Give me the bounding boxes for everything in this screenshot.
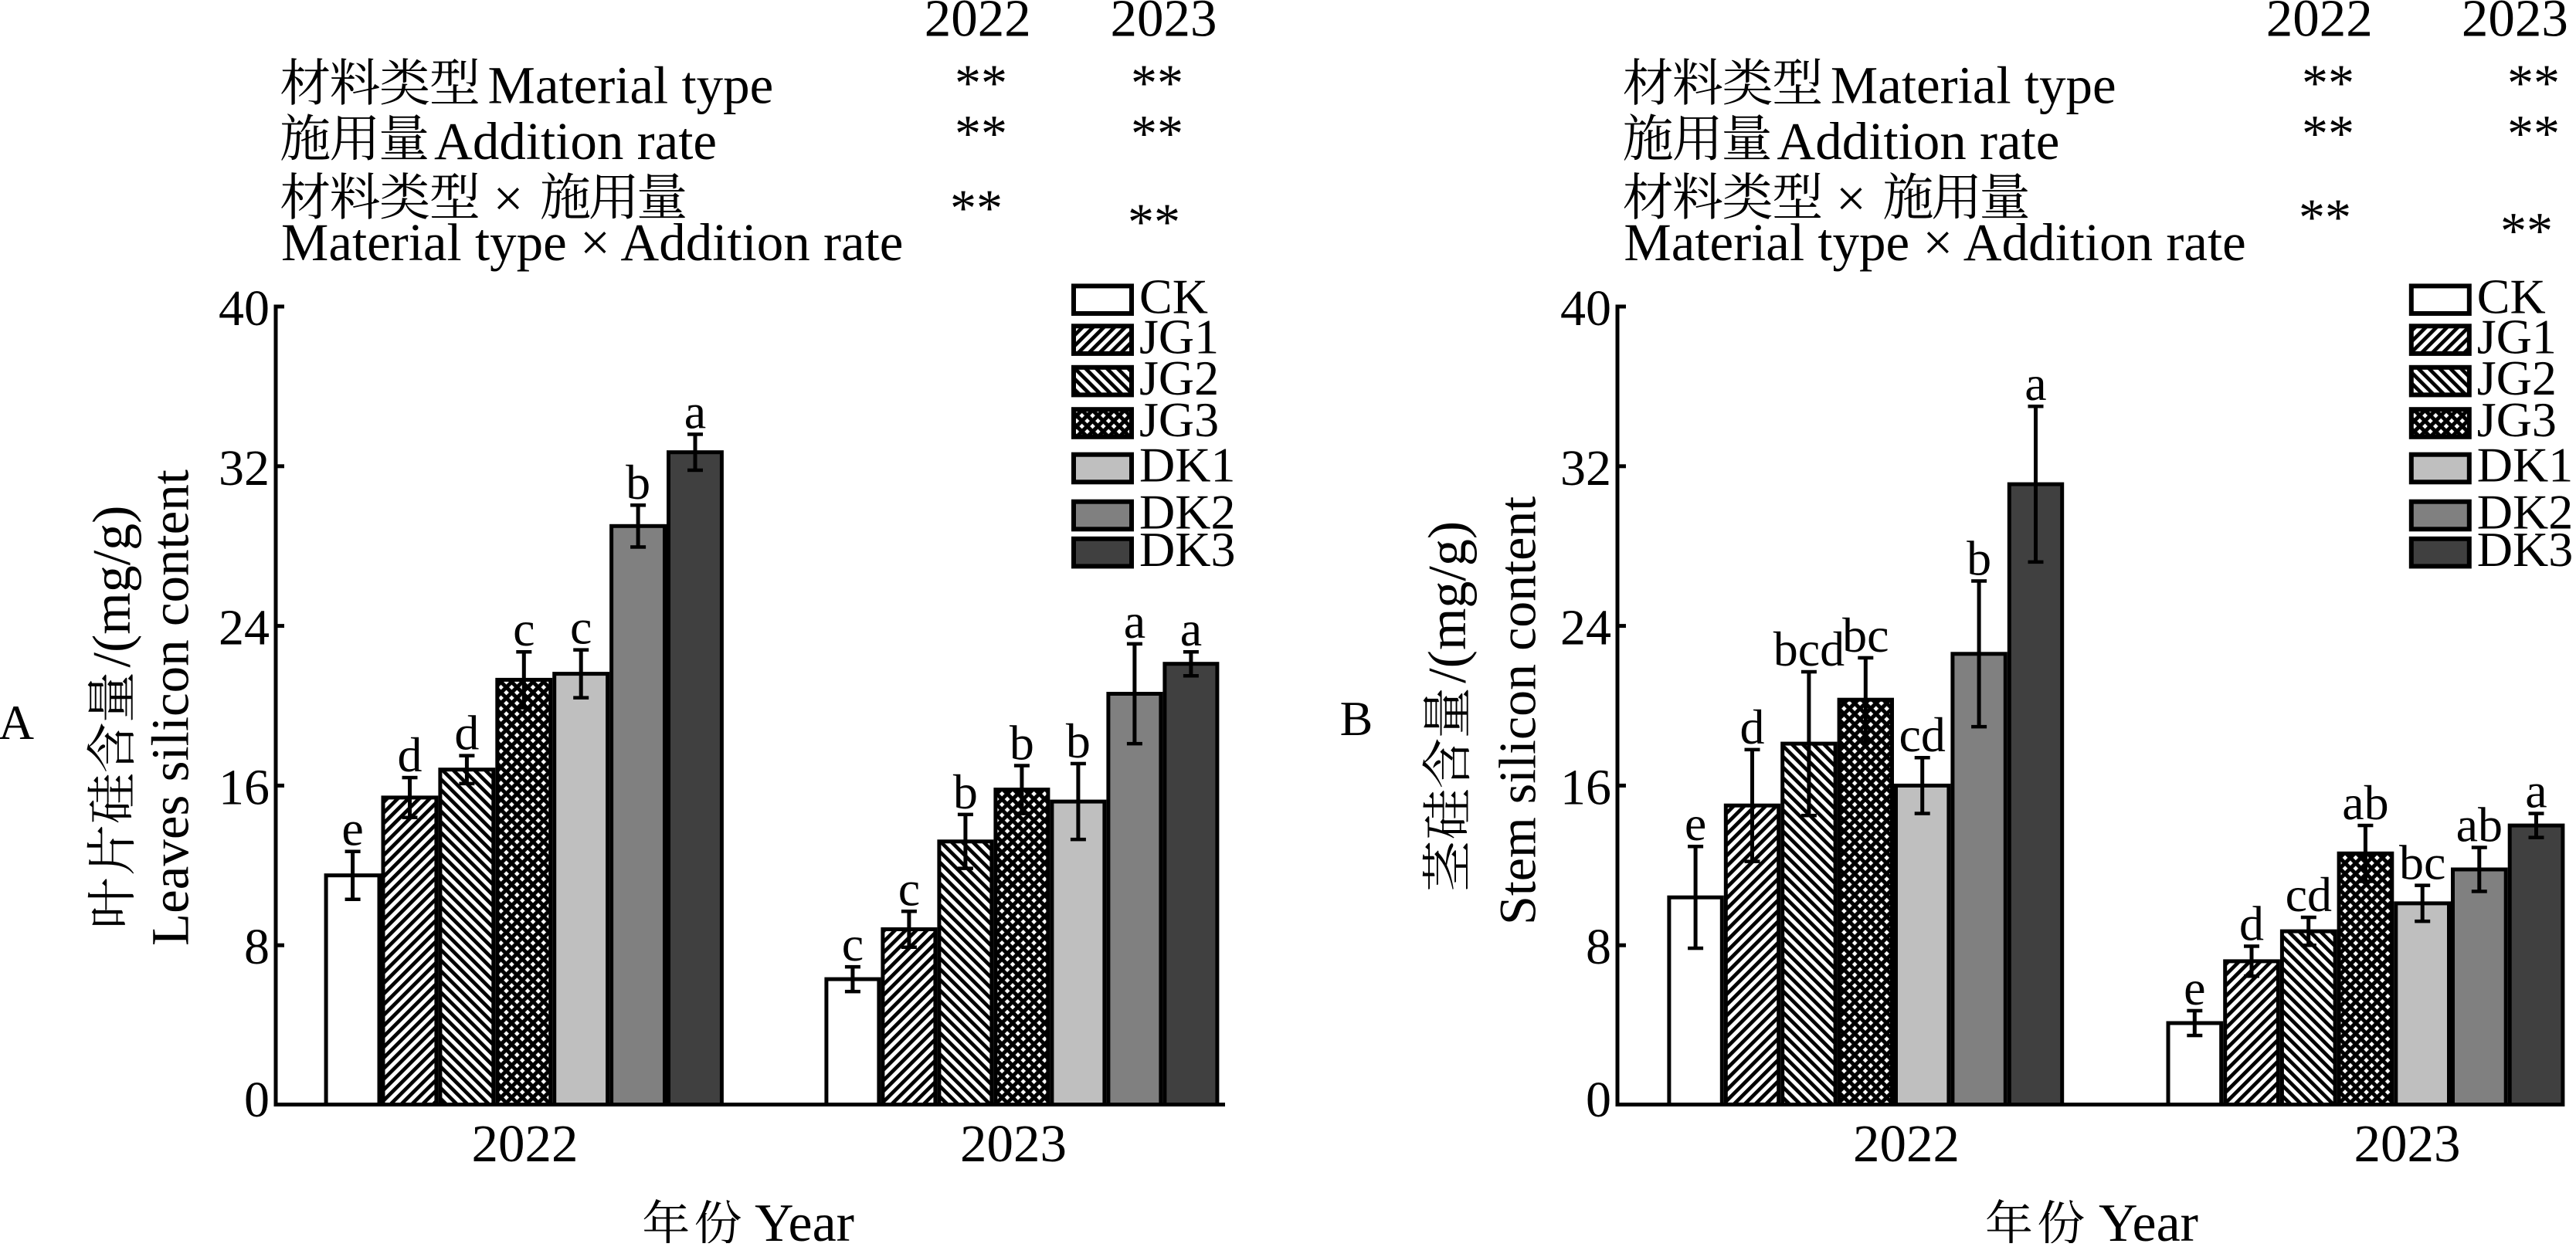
svg-text:**: ** [2302, 104, 2354, 163]
svg-text:a: a [684, 384, 706, 439]
svg-text:2023: 2023 [2354, 1114, 2461, 1173]
svg-text:e: e [1685, 796, 1706, 851]
svg-text:cd: cd [1899, 707, 1945, 762]
svg-text:Leaves silicon content: Leaves silicon content [141, 469, 200, 946]
svg-text:Material type × Addition rate: Material type × Addition rate [1624, 213, 2245, 272]
svg-text:**: ** [955, 53, 1007, 112]
svg-text:**: ** [2507, 104, 2560, 163]
svg-text:32: 32 [219, 440, 270, 496]
svg-text:b: b [1010, 716, 1034, 771]
svg-text:Addition rate: Addition rate [434, 112, 717, 171]
svg-text:JG2: JG2 [1139, 351, 1219, 405]
svg-text:**: ** [1131, 104, 1183, 163]
svg-text:DK3: DK3 [2477, 522, 2573, 577]
svg-text:ab: ab [2342, 775, 2388, 830]
svg-text:JG1: JG1 [1139, 309, 1219, 364]
svg-text:DK3: DK3 [1139, 522, 1235, 577]
svg-text:b: b [1066, 713, 1091, 768]
svg-text:16: 16 [219, 759, 270, 815]
svg-text:Material type: Material type [488, 56, 774, 115]
svg-text:JG3: JG3 [1139, 392, 1219, 447]
svg-text:bc: bc [2399, 835, 2445, 890]
svg-text:2022: 2022 [2266, 0, 2373, 48]
svg-text:DK2: DK2 [2477, 485, 2573, 540]
svg-text:cd: cd [2286, 867, 2332, 922]
svg-text:2022: 2022 [472, 1114, 579, 1173]
svg-text:JG1: JG1 [2477, 309, 2557, 364]
svg-text:A: A [0, 695, 34, 750]
svg-text:d: d [454, 706, 479, 761]
svg-text:32: 32 [1560, 440, 1611, 496]
svg-text:CK: CK [2477, 269, 2546, 324]
svg-text:**: ** [2507, 53, 2560, 112]
svg-text:×: × [494, 169, 524, 228]
svg-text:Material type: Material type [1831, 56, 2116, 115]
svg-text:DK1: DK1 [2477, 438, 2573, 493]
svg-text:JG2: JG2 [2477, 351, 2557, 405]
svg-text:bcd: bcd [1773, 622, 1845, 676]
svg-text:40: 40 [1560, 280, 1611, 337]
svg-text:ab: ab [2456, 798, 2503, 852]
svg-text:40: 40 [219, 280, 270, 337]
svg-text:b: b [1967, 530, 1991, 585]
svg-text:**: ** [2500, 202, 2553, 260]
svg-text:d: d [398, 727, 423, 782]
svg-text:16: 16 [1560, 759, 1611, 815]
svg-text:8: 8 [244, 919, 270, 975]
svg-text:2022: 2022 [1853, 1114, 1960, 1173]
svg-text:a: a [2024, 356, 2046, 411]
svg-text:2023: 2023 [960, 1114, 1067, 1173]
svg-text:**: ** [2302, 53, 2354, 112]
svg-text:bc: bc [1842, 608, 1889, 662]
svg-text:**: ** [1131, 53, 1183, 112]
svg-text:Material type × Addition rate: Material type × Addition rate [281, 213, 903, 272]
svg-text:Year: Year [2099, 1194, 2198, 1243]
svg-text:**: ** [2299, 188, 2351, 246]
svg-text:24: 24 [219, 600, 270, 656]
svg-text:Addition rate: Addition rate [1777, 112, 2059, 171]
svg-text:×: × [1836, 169, 1866, 228]
svg-text:**: ** [950, 178, 1003, 237]
svg-text:/(mg/g): /(mg/g) [83, 506, 142, 668]
svg-text:Stem silicon content: Stem silicon content [1488, 496, 1547, 925]
svg-text:c: c [898, 861, 920, 916]
svg-text:b: b [626, 455, 650, 510]
svg-text:**: ** [1128, 192, 1180, 251]
svg-text:2023: 2023 [2462, 0, 2568, 48]
svg-text:b: b [953, 764, 978, 819]
svg-text:a: a [1124, 594, 1145, 649]
svg-text:JG3: JG3 [2477, 392, 2557, 447]
svg-text:2022: 2022 [925, 0, 1031, 48]
svg-text:e: e [2184, 961, 2205, 1015]
svg-text:a: a [2525, 764, 2547, 818]
svg-text:c: c [513, 601, 535, 656]
svg-text:c: c [842, 917, 864, 971]
svg-text:d: d [1740, 700, 1765, 754]
svg-text:a: a [1180, 601, 1202, 656]
svg-text:DK1: DK1 [1139, 438, 1235, 493]
svg-text:CK: CK [1139, 269, 1208, 324]
svg-text:DK2: DK2 [1139, 485, 1235, 540]
svg-text:24: 24 [1560, 600, 1611, 656]
svg-text:0: 0 [1586, 1072, 1611, 1128]
svg-text:Year: Year [755, 1194, 854, 1243]
svg-text:d: d [2239, 896, 2264, 951]
svg-text:2023: 2023 [1111, 0, 1217, 48]
svg-text:0: 0 [244, 1072, 270, 1128]
svg-text:c: c [570, 600, 592, 655]
svg-text:e: e [341, 801, 363, 856]
svg-text:8: 8 [1586, 919, 1611, 975]
svg-text:**: ** [955, 104, 1007, 163]
svg-text:/(mg/g): /(mg/g) [1418, 521, 1478, 683]
svg-text:B: B [1340, 691, 1373, 746]
